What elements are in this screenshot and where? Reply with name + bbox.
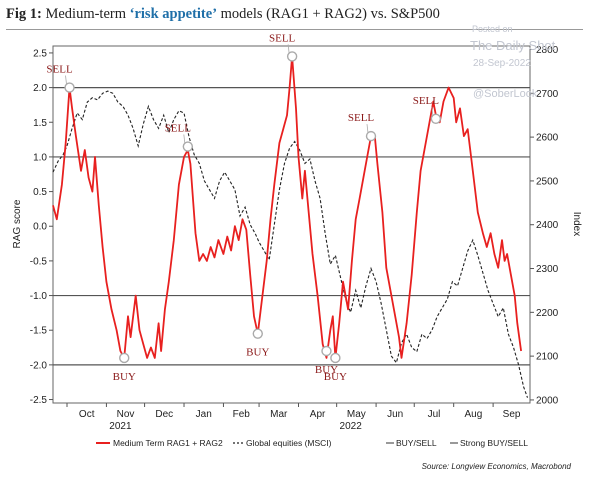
equities-line	[52, 90, 529, 398]
x-tick-label: Jul	[428, 409, 441, 420]
title-text-after: models (RAG1 + RAG2) vs. S&P500	[217, 6, 440, 22]
left-tick-label: -1.0	[30, 291, 48, 302]
watermark-date: 28-Sep-2022	[473, 58, 531, 69]
x-axis-ticks: Oct Nov Dec Jan Feb Mar Apr May Jun Jul Aug Sep 2021…	[66, 403, 521, 432]
watermark-posted: Posted on	[472, 24, 513, 34]
signal-label: BUY	[324, 371, 347, 383]
x-tick-label: Mar	[270, 409, 288, 420]
x-year-label: 2021	[109, 421, 132, 432]
signal-label: BUY	[315, 364, 338, 376]
watermark-site: The Daily Shot	[470, 38, 556, 53]
left-tick-label: 2.0	[33, 83, 47, 94]
left-tick-label: -2.5	[30, 395, 48, 406]
signal-label: SELL	[165, 123, 192, 135]
right-tick-label: 2800	[536, 45, 559, 56]
source-note: Source: Longview Economics, Macrobond	[421, 462, 571, 471]
signal-label: SELL	[413, 95, 440, 107]
right-tick-label: 2400	[536, 220, 559, 231]
watermark-handle: @SoberLook	[473, 88, 538, 100]
right-axis-label: Index	[571, 212, 582, 236]
chart-legend: Medium Term RAG1 + RAG2 Global equities (…	[96, 438, 528, 448]
left-tick-label: 1.0	[33, 152, 47, 163]
rag-series	[52, 55, 522, 359]
signal-marker	[330, 352, 341, 364]
left-axis-label: RAG score	[12, 199, 23, 248]
signal-marker	[182, 141, 194, 152]
left-tick-label: -0.5	[30, 256, 48, 267]
title-highlight: ‘risk appetite’	[129, 6, 218, 22]
left-tick-label: 2.5	[33, 48, 47, 59]
legend-label: Global equities (MSCI)	[246, 438, 332, 448]
x-tick-label: Oct	[79, 409, 95, 420]
left-tick-label: 0.5	[33, 187, 47, 198]
signal-label: BUY	[113, 371, 136, 383]
x-tick-label: Jun	[387, 409, 403, 420]
equities-series	[52, 90, 529, 398]
signal-marker	[252, 328, 263, 339]
signal-leader	[65, 75, 67, 85]
right-tick-label: 2100	[536, 352, 559, 363]
signal-leader	[366, 124, 369, 134]
x-tick-label: Apr	[310, 409, 326, 420]
left-tick-label: 0.0	[33, 222, 47, 233]
left-tick-label: -1.5	[30, 326, 48, 337]
x-tick-label: Nov	[117, 409, 135, 420]
x-tick-label: Aug	[464, 409, 482, 420]
left-tick-label: 1.5	[33, 118, 47, 129]
right-axis-ticks: 2800 2700 2600 2500 2400 2300 2200 2100 2000	[530, 45, 559, 406]
figure-title: Fig 1: Medium-term ‘risk appetite’ model…	[6, 6, 440, 23]
legend-label: BUY/SELL	[396, 438, 437, 448]
x-tick-label: Dec	[155, 409, 173, 420]
figure-number: Fig 1:	[6, 6, 42, 22]
signal-label: SELL	[46, 64, 73, 76]
left-axis-ticks: 2.5 2.0 1.5 1.0 0.5 0.0 -0.5 -1.0 -1.5 -2.0 -2.5	[30, 48, 53, 406]
signal-marker	[365, 130, 377, 142]
signal-leader	[431, 106, 434, 116]
signal-marker	[64, 82, 75, 93]
x-tick-label: May	[347, 409, 366, 420]
rag-line	[52, 55, 522, 359]
x-tick-label: Feb	[233, 409, 251, 420]
x-tick-label: Jan	[196, 409, 212, 420]
title-text-before: Medium-term	[45, 6, 130, 22]
threshold-lines	[53, 86, 530, 366]
legend-label: Medium Term RAG1 + RAG2	[113, 438, 223, 448]
signal-label: SELL	[269, 32, 296, 44]
title-divider	[6, 29, 583, 30]
right-tick-label: 2300	[536, 264, 559, 275]
right-tick-label: 2200	[536, 308, 559, 319]
signal-label: BUY	[246, 347, 269, 359]
right-tick-label: 2700	[536, 89, 559, 100]
left-tick-label: -2.0	[30, 360, 48, 371]
x-year-label: 2022	[340, 421, 363, 432]
signal-marker	[119, 352, 130, 364]
signal-marker	[286, 51, 298, 62]
signal-marker	[321, 345, 332, 357]
signal-label: SELL	[348, 112, 375, 124]
signal-leader	[287, 44, 290, 54]
right-tick-label: 2500	[536, 176, 559, 187]
signal-marker	[430, 113, 442, 124]
legend-label: Strong BUY/SELL	[460, 438, 528, 448]
signal-leader	[183, 134, 186, 144]
right-tick-label: 2000	[536, 395, 559, 406]
x-tick-label: Sep	[503, 409, 521, 420]
right-tick-label: 2600	[536, 133, 559, 144]
